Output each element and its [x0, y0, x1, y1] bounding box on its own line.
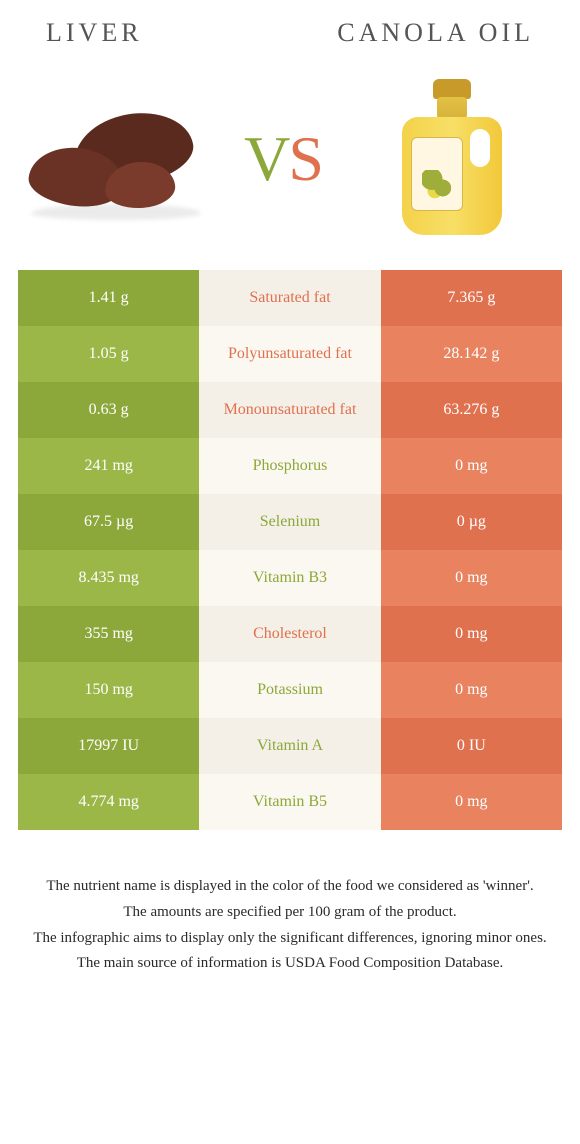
left-value: 8.435 mg: [18, 550, 199, 606]
comparison-table: 1.41 gSaturated fat7.365 g1.05 gPolyunsa…: [18, 270, 562, 830]
right-value: 0 mg: [381, 662, 562, 718]
header-row: LIVER CANOLA OIL: [18, 18, 562, 48]
explanation-block: The nutrient name is displayed in the co…: [18, 876, 562, 975]
table-row: 1.05 gPolyunsaturated fat28.142 g: [18, 326, 562, 382]
right-value: 0 µg: [381, 494, 562, 550]
explanation-line: The nutrient name is displayed in the co…: [28, 876, 552, 898]
table-row: 4.774 mgVitamin B50 mg: [18, 774, 562, 830]
nutrient-label: Saturated fat: [199, 270, 380, 326]
right-value: 7.365 g: [381, 270, 562, 326]
right-value: 0 mg: [381, 550, 562, 606]
right-value: 63.276 g: [381, 382, 562, 438]
left-value: 0.63 g: [18, 382, 199, 438]
nutrient-label: Monounsaturated fat: [199, 382, 380, 438]
nutrient-label: Vitamin B5: [199, 774, 380, 830]
table-row: 1.41 gSaturated fat7.365 g: [18, 270, 562, 326]
explanation-line: The infographic aims to display only the…: [28, 928, 552, 950]
table-row: 17997 IUVitamin A0 IU: [18, 718, 562, 774]
table-row: 67.5 µgSelenium0 µg: [18, 494, 562, 550]
right-value: 0 IU: [381, 718, 562, 774]
table-row: 8.435 mgVitamin B30 mg: [18, 550, 562, 606]
left-value: 1.05 g: [18, 326, 199, 382]
left-value: 4.774 mg: [18, 774, 199, 830]
right-value: 28.142 g: [381, 326, 562, 382]
table-row: 355 mgCholesterol0 mg: [18, 606, 562, 662]
canola-oil-image: [362, 84, 542, 234]
table-row: 150 mgPotassium0 mg: [18, 662, 562, 718]
nutrient-label: Vitamin B3: [199, 550, 380, 606]
right-value: 0 mg: [381, 438, 562, 494]
left-value: 67.5 µg: [18, 494, 199, 550]
liver-image: [24, 84, 204, 234]
left-value: 355 mg: [18, 606, 199, 662]
nutrient-label: Phosphorus: [199, 438, 380, 494]
explanation-line: The main source of information is USDA F…: [28, 953, 552, 975]
nutrient-label: Potassium: [199, 662, 380, 718]
left-food-title: LIVER: [46, 18, 143, 48]
vs-v-letter: V: [244, 123, 288, 194]
vs-s-letter: S: [288, 123, 322, 194]
explanation-line: The amounts are specified per 100 gram o…: [28, 902, 552, 924]
left-value: 17997 IU: [18, 718, 199, 774]
liver-shape-icon: [29, 104, 199, 214]
left-value: 241 mg: [18, 438, 199, 494]
right-food-title: CANOLA OIL: [337, 18, 534, 48]
table-row: 0.63 gMonounsaturated fat63.276 g: [18, 382, 562, 438]
nutrient-label: Cholesterol: [199, 606, 380, 662]
images-row: VS: [18, 74, 562, 244]
left-value: 150 mg: [18, 662, 199, 718]
right-value: 0 mg: [381, 606, 562, 662]
vs-label: VS: [244, 122, 322, 196]
right-value: 0 mg: [381, 774, 562, 830]
table-row: 241 mgPhosphorus0 mg: [18, 438, 562, 494]
oil-bottle-icon: [397, 79, 507, 239]
nutrient-label: Polyunsaturated fat: [199, 326, 380, 382]
nutrient-label: Vitamin A: [199, 718, 380, 774]
nutrient-label: Selenium: [199, 494, 380, 550]
left-value: 1.41 g: [18, 270, 199, 326]
